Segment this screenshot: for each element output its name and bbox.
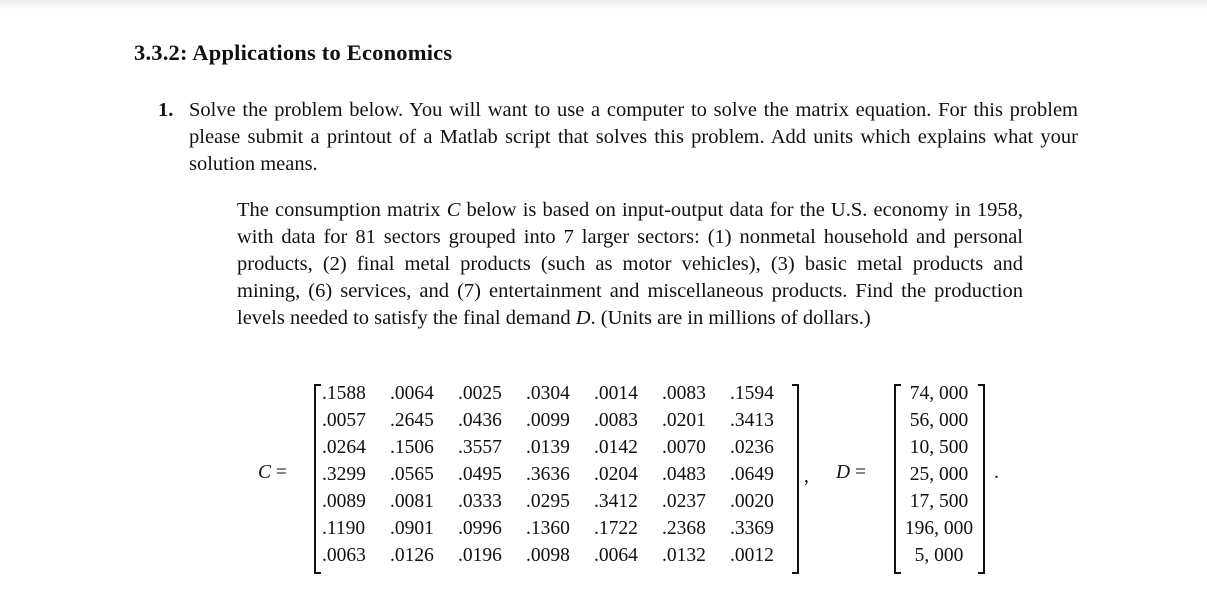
c-cell: .0204 bbox=[594, 464, 638, 485]
c-cell: .3413 bbox=[730, 410, 774, 431]
matrix-c: .1588 .0064 .0025 .0304 .0014 .0083 .159… bbox=[314, 380, 799, 574]
c-cell: .0142 bbox=[594, 437, 638, 458]
d-cell: 17, 500 bbox=[909, 491, 969, 512]
top-edge-shadow bbox=[0, 0, 1207, 10]
c-cell: .0063 bbox=[322, 545, 366, 566]
c-cell: .1588 bbox=[322, 383, 366, 404]
c-cell: .0483 bbox=[662, 464, 706, 485]
statement-part-3: . (Units are in millions of dollars.) bbox=[590, 307, 871, 329]
c-cell: .2645 bbox=[390, 410, 434, 431]
c-cell: .3369 bbox=[730, 518, 774, 539]
matrix-d: 74, 000 56, 000 10, 500 25, 000 17, 500 … bbox=[894, 380, 985, 574]
c-cell: .0236 bbox=[730, 437, 774, 458]
c-cell: .3412 bbox=[594, 491, 638, 512]
c-cell: .0996 bbox=[458, 518, 502, 539]
c-cell: .1360 bbox=[526, 518, 570, 539]
c-cell: .1506 bbox=[390, 437, 434, 458]
var-d: D bbox=[575, 307, 591, 329]
matrix-d-symbol: D bbox=[836, 462, 851, 483]
left-bracket-c bbox=[314, 384, 321, 574]
d-cell: 25, 000 bbox=[909, 464, 969, 485]
c-cell: .0333 bbox=[458, 491, 502, 512]
problem-instructions: Solve the problem below. You will want t… bbox=[189, 97, 1078, 178]
c-cell: .1594 bbox=[730, 383, 774, 404]
equals-sign: = bbox=[850, 462, 866, 483]
c-cell: .0132 bbox=[662, 545, 706, 566]
d-cell: 5, 000 bbox=[914, 545, 964, 566]
d-cell: 74, 000 bbox=[909, 383, 969, 404]
c-cell: .3299 bbox=[322, 464, 366, 485]
c-cell: .0099 bbox=[526, 410, 570, 431]
statement-part-1: The consumption matrix bbox=[237, 199, 447, 221]
c-cell: .0020 bbox=[730, 491, 774, 512]
c-cell: .0436 bbox=[458, 410, 502, 431]
c-cell: .0057 bbox=[322, 410, 366, 431]
c-cell: .0295 bbox=[526, 491, 570, 512]
c-cell: .0064 bbox=[390, 383, 434, 404]
c-cell: .0012 bbox=[730, 545, 774, 566]
c-cell: .0098 bbox=[526, 545, 570, 566]
instructions-text: Solve the problem below. You will want t… bbox=[189, 99, 1078, 175]
c-cell: .0126 bbox=[390, 545, 434, 566]
left-bracket-d bbox=[894, 384, 901, 574]
c-cell: .2368 bbox=[662, 518, 706, 539]
c-cell: .0304 bbox=[526, 383, 570, 404]
matrix-d-label: D = bbox=[836, 462, 866, 484]
terminator-period: . bbox=[994, 462, 999, 483]
matrix-c-label: C = bbox=[258, 462, 287, 484]
right-bracket-d bbox=[978, 384, 985, 574]
c-cell: .3636 bbox=[526, 464, 570, 485]
c-cell: .0089 bbox=[322, 491, 366, 512]
right-bracket-c bbox=[792, 384, 799, 574]
statement-paragraph: The consumption matrix C below is based … bbox=[237, 197, 1023, 332]
var-c: C bbox=[446, 199, 461, 221]
c-cell: .0064 bbox=[594, 545, 638, 566]
c-cell: .0083 bbox=[594, 410, 638, 431]
c-cell: .0565 bbox=[390, 464, 434, 485]
c-cell: .0495 bbox=[458, 464, 502, 485]
problem-1: 1. Solve the problem below. You will wan… bbox=[158, 97, 1078, 178]
matrix-c-symbol: C bbox=[258, 462, 272, 483]
c-cell: .1190 bbox=[322, 518, 366, 539]
section-title: 3.3.2: Applications to Economics bbox=[134, 40, 453, 65]
c-cell: .0649 bbox=[730, 464, 774, 485]
separator-comma: , bbox=[804, 466, 809, 487]
c-cell: .1722 bbox=[594, 518, 638, 539]
c-cell: .0025 bbox=[458, 383, 502, 404]
c-cell: .0196 bbox=[458, 545, 502, 566]
c-cell: .0201 bbox=[662, 410, 706, 431]
c-cell: .0139 bbox=[526, 437, 570, 458]
c-cell: .0237 bbox=[662, 491, 706, 512]
c-cell: .0014 bbox=[594, 383, 638, 404]
d-cell: 56, 000 bbox=[909, 410, 969, 431]
c-cell: .0081 bbox=[390, 491, 434, 512]
d-cell: 196, 000 bbox=[904, 518, 974, 539]
matrix-c-grid: .1588 .0064 .0025 .0304 .0014 .0083 .159… bbox=[322, 380, 798, 569]
c-cell: .0070 bbox=[662, 437, 706, 458]
c-cell: .0083 bbox=[662, 383, 706, 404]
problem-number: 1. bbox=[158, 99, 174, 121]
matrix-d-column: 74, 000 56, 000 10, 500 25, 000 17, 500 … bbox=[900, 380, 978, 569]
problem-statement: The consumption matrix C below is based … bbox=[237, 197, 1023, 332]
statement-part-2: below is based on input-output data for … bbox=[237, 199, 1023, 329]
d-cell: 10, 500 bbox=[909, 437, 969, 458]
c-cell: .0901 bbox=[390, 518, 434, 539]
c-cell: .0264 bbox=[322, 437, 366, 458]
equals-sign: = bbox=[271, 462, 287, 483]
c-cell: .3557 bbox=[458, 437, 502, 458]
